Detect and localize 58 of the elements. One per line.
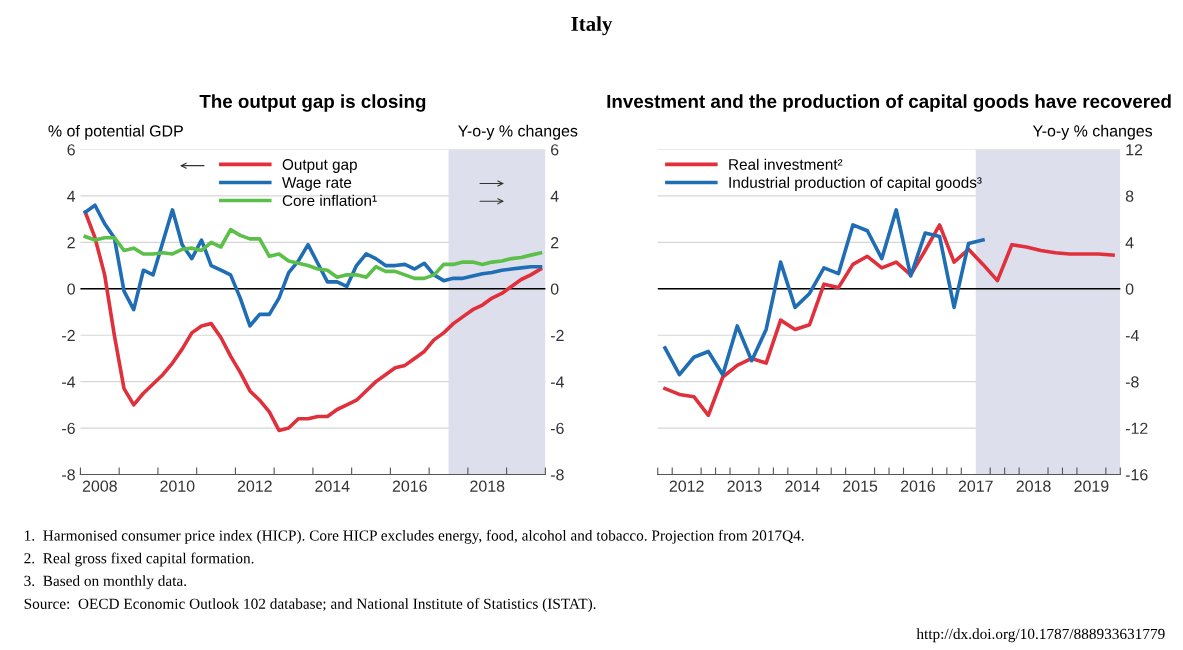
line-series <box>83 210 543 433</box>
y2-tick-label: -4 <box>1125 330 1139 341</box>
line-series <box>663 223 1115 418</box>
y-tick-label: -6 <box>62 422 75 435</box>
y-tick-label: 6 <box>67 144 75 156</box>
x-tick-label: 2012 <box>237 480 272 492</box>
legend-label: Output gap <box>282 159 357 173</box>
chart-title: The output gap is closing <box>199 94 426 112</box>
y2-tick-label: 6 <box>551 144 559 156</box>
y2-tick-label: 2 <box>551 236 559 249</box>
y2-axis-title: Y-o-y % changes <box>1032 124 1153 140</box>
y2-tick-label: 8 <box>1125 190 1134 202</box>
x-tick-label: 2010 <box>160 480 195 492</box>
y-tick-label: -2 <box>62 329 75 341</box>
text: 1. Harmonised consumer price index (HICP). Core HICP excludes energy, food, alcohol and tobacco. Projection from 2017Q4. <box>25 529 804 544</box>
y2-tick-label: -4 <box>550 376 564 388</box>
text: Italy <box>571 16 613 36</box>
x-tick-label: 2013 <box>727 480 762 492</box>
x-tick-label: 2016 <box>392 480 427 492</box>
y-tick-label: 4 <box>67 190 76 202</box>
x-tick-label: 2017 <box>958 480 993 492</box>
y2-tick-label: -8 <box>550 469 564 481</box>
y-tick-label: -4 <box>62 376 76 388</box>
y2-tick-label: 0 <box>1125 283 1134 295</box>
y-tick-label: 0 <box>67 283 75 295</box>
x-tick-label: 2014 <box>785 480 820 492</box>
y-axis-title: % of potential GDP <box>48 124 183 140</box>
y2-tick-label: 0 <box>550 283 559 295</box>
legend-label: Industrial production of capital goods³ <box>729 176 982 191</box>
legend-label: Wage rate <box>282 177 352 191</box>
chart-title: Investment and the production of capital goods have recovered <box>607 94 1171 112</box>
text: http://dx.doi.org/10.1787/888933631779 <box>916 628 1165 643</box>
x-tick-label: 2016 <box>900 480 935 492</box>
y2-tick-label: -16 <box>1125 469 1148 481</box>
line-series <box>83 227 543 281</box>
legend-label: Real investment² <box>729 158 843 170</box>
x-tick-label: 2014 <box>315 480 350 492</box>
line-series <box>663 208 985 377</box>
y-tick-label: 2 <box>67 236 75 249</box>
y-tick-label: -8 <box>62 469 75 481</box>
y2-tick-label: 4 <box>1125 237 1134 249</box>
x-tick-label: 2019 <box>1074 480 1109 492</box>
x-tick-label: 2015 <box>843 480 878 492</box>
y2-tick-label: 4 <box>550 190 559 202</box>
x-tick-label: 2018 <box>1016 480 1051 492</box>
x-tick-label: 2012 <box>669 480 704 492</box>
legend-label: Core inflation¹ <box>282 194 377 207</box>
y2-tick-label: -6 <box>550 422 564 435</box>
y2-tick-label: -12 <box>1125 422 1148 434</box>
y2-tick-label: 12 <box>1126 144 1143 156</box>
x-tick-label: 2018 <box>470 480 505 492</box>
text: 3. Based on monthly data. <box>24 575 187 590</box>
y2-tick-label: -2 <box>550 329 564 341</box>
text: 2. Real gross fixed capital formation. <box>24 552 254 567</box>
y2-axis-title: Y-o-y % changes <box>458 124 578 140</box>
x-tick-label: 2008 <box>82 480 117 492</box>
source-note: Source: OECD Economic Outlook 102 database; and National Institute of Statistics (ISTAT). <box>24 598 596 613</box>
y2-tick-label: -8 <box>1125 376 1139 388</box>
